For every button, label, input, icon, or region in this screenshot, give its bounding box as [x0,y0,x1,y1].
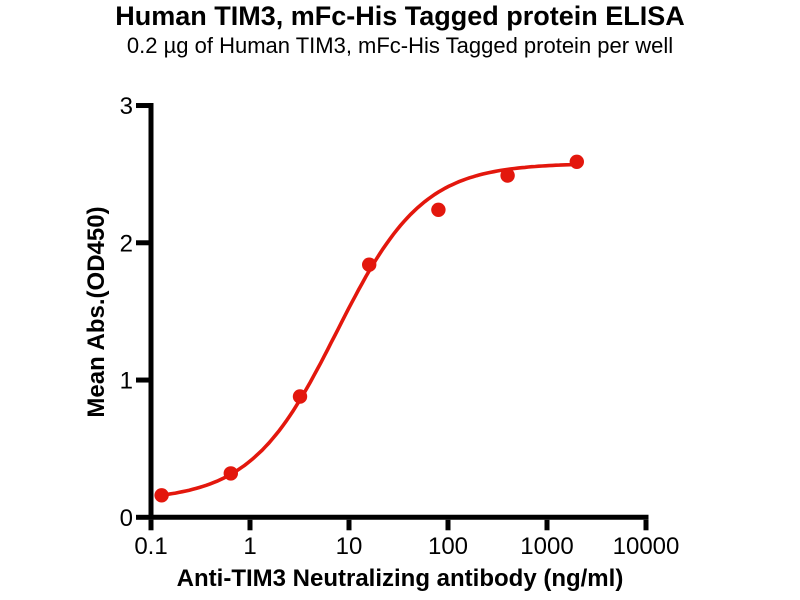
y-tick-label: 1 [120,368,133,395]
data-point [431,202,446,217]
chart-title: Human TIM3, mFc-His Tagged protein ELISA [115,1,685,31]
x-tick-label: 10 [336,533,363,560]
data-point [569,154,584,169]
y-tick-label: 3 [120,93,133,120]
data-point [362,257,377,272]
x-tick-label: 1000 [520,533,573,560]
chart-subtitle: 0.2 µg of Human TIM3, mFc-His Tagged pro… [126,33,674,58]
x-axis-title: Anti-TIM3 Neutralizing antibody (ng/ml) [176,565,624,592]
x-tick-label: 0.1 [134,533,167,560]
data-point [223,466,238,481]
y-tick-label: 2 [120,230,133,257]
fit-curve [159,162,579,497]
y-tick-label: 0 [120,505,133,532]
x-tick-label: 1 [243,533,256,560]
x-tick-label: 10000 [613,533,680,560]
data-point [292,389,308,404]
data-point [500,168,515,183]
data-point [154,488,169,503]
x-tick-label: 100 [428,533,468,560]
